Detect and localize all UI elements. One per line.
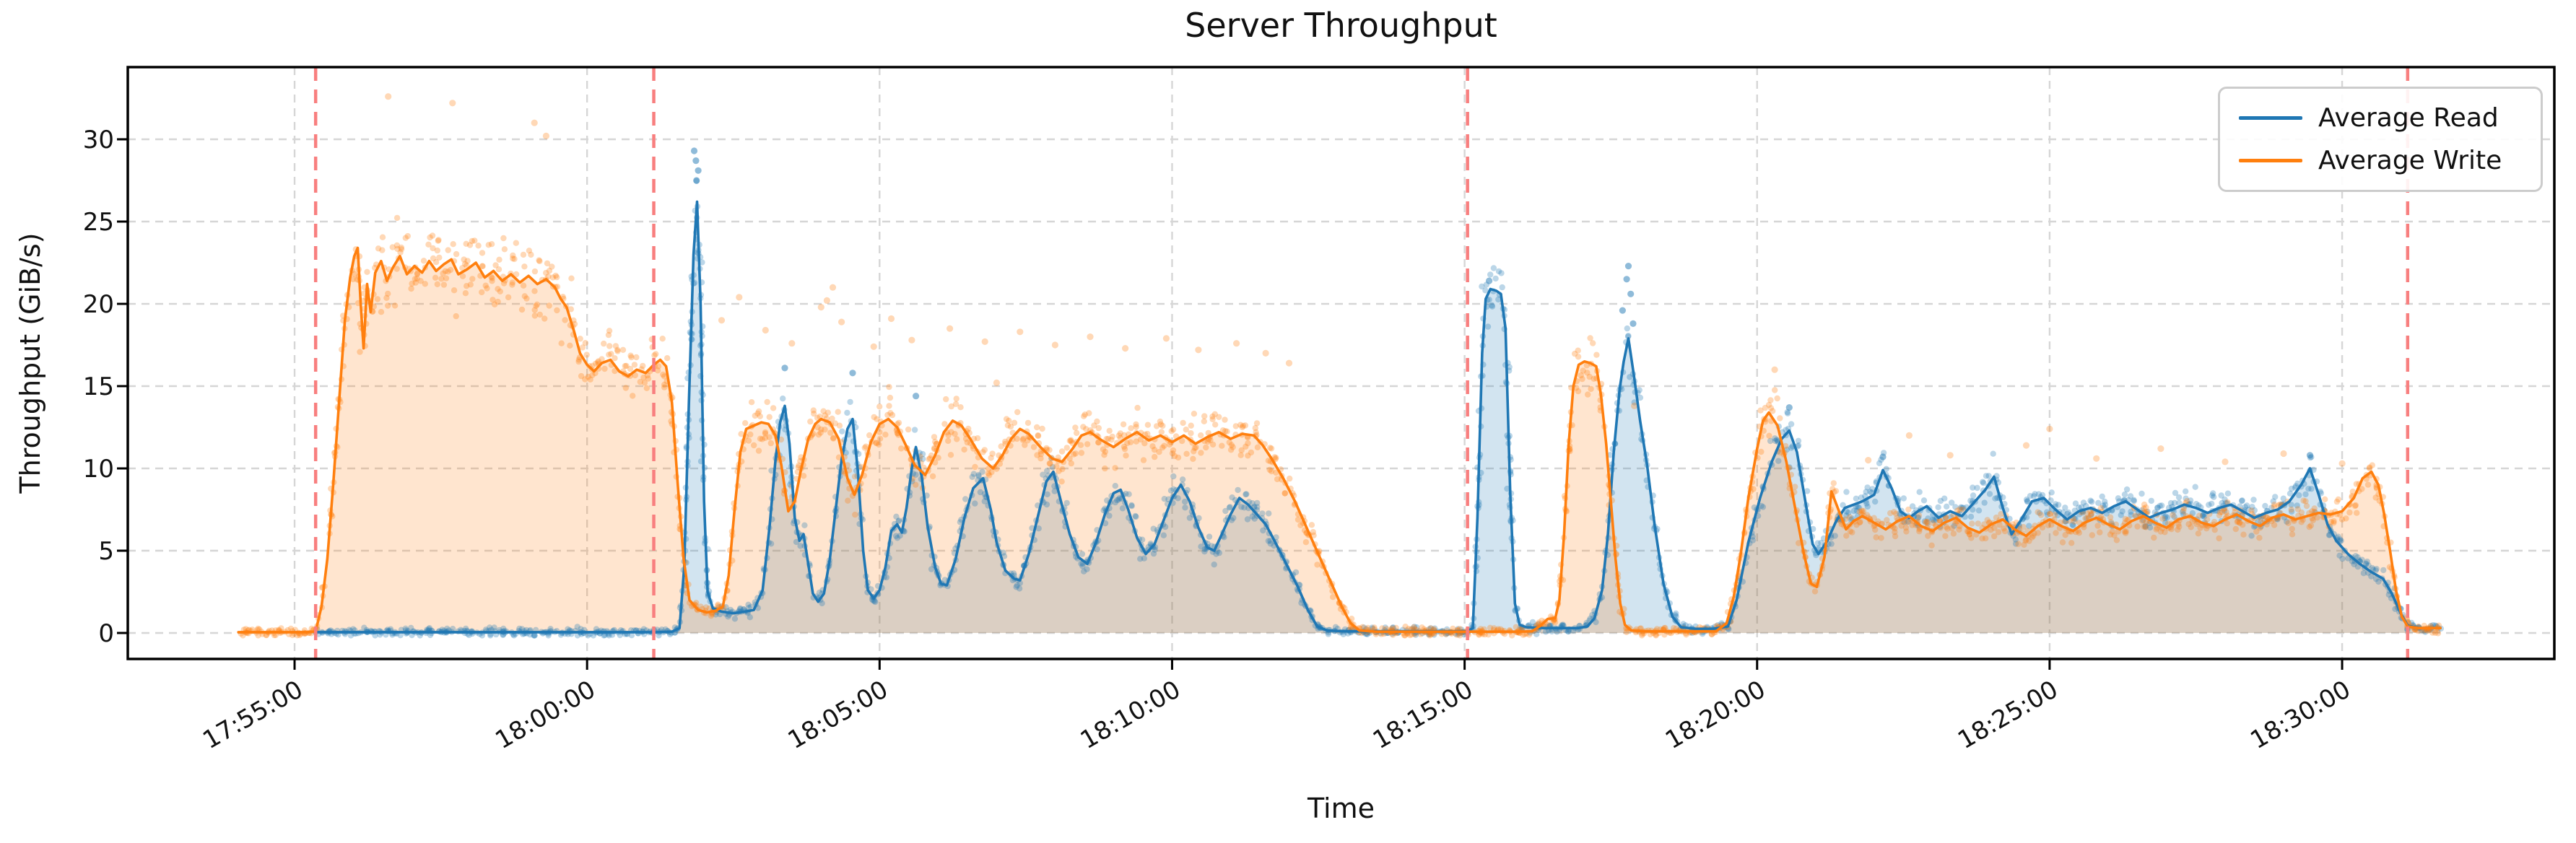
write-outlier-dots <box>385 93 2346 467</box>
x-tick-label: 18:00:00 <box>490 675 600 755</box>
write-line-sample-icon <box>2239 159 2302 162</box>
x-tick-label: 17:55:00 <box>198 675 308 755</box>
y-tick-label: 25 <box>83 208 114 237</box>
y-tick-label: 30 <box>83 126 114 154</box>
y-axis-label: Throughput (GiB/s) <box>14 232 46 494</box>
x-tick-label: 18:20:00 <box>1661 675 1770 755</box>
x-tick-label: 18:30:00 <box>2245 675 2355 755</box>
x-tick-label: 18:10:00 <box>1076 675 1185 755</box>
read-line-sample-icon <box>2239 116 2302 120</box>
y-tick-label: 20 <box>83 290 114 319</box>
read-outlier-dots <box>690 147 2314 460</box>
write-mean-line <box>237 246 2442 634</box>
legend-label-write: Average Write <box>2318 146 2502 175</box>
write-area-fill <box>238 248 2441 633</box>
legend-box: Average Read Average Write <box>2218 87 2543 192</box>
y-tick-label: 10 <box>83 455 114 484</box>
y-tick-label: 5 <box>98 537 114 566</box>
axes-spines <box>126 66 2556 660</box>
x-tick-label: 18:25:00 <box>1953 675 2063 755</box>
y-tick-label: 15 <box>83 372 114 401</box>
legend-label-read: Average Read <box>2318 103 2499 133</box>
tick-marks <box>117 138 2344 670</box>
x-axis-label: Time <box>1307 792 1375 824</box>
x-tick-label: 18:15:00 <box>1368 675 1478 755</box>
y-tick-label: 0 <box>98 619 114 648</box>
plot-area <box>237 67 2445 659</box>
chart-title: Server Throughput <box>1185 6 1497 45</box>
x-tick-label: 18:05:00 <box>783 675 893 755</box>
legend-item-average-read: Average Read <box>2239 103 2522 133</box>
legend-item-average-write: Average Write <box>2239 146 2522 175</box>
read-area-fill <box>318 201 2441 634</box>
